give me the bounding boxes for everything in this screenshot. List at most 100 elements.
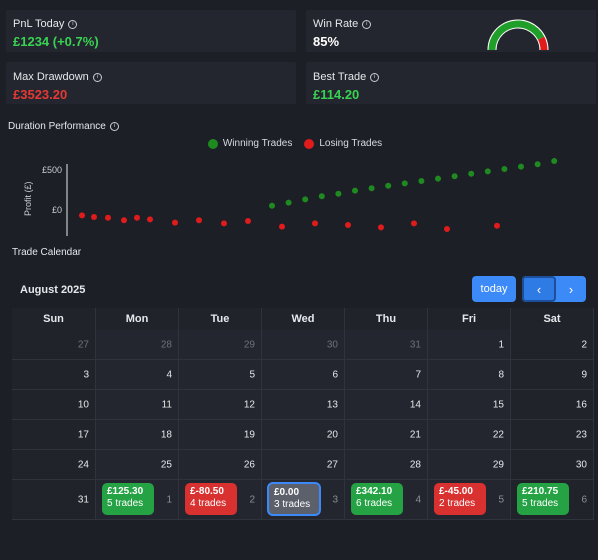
winning-trade-point[interactable] — [451, 173, 458, 180]
winning-trade-point[interactable] — [302, 196, 309, 203]
duration-title-text: Duration Performance — [8, 121, 106, 132]
calendar-day-cell[interactable]: 7 — [345, 360, 428, 390]
winning-trade-point[interactable] — [435, 175, 441, 182]
winning-trade-point[interactable] — [468, 170, 475, 177]
calendar-day-cell[interactable]: 5 — [179, 360, 262, 390]
trade-amount: £-80.50 — [190, 486, 224, 497]
calendar-day-cell[interactable]: 27 — [262, 450, 345, 480]
calendar-day-cell[interactable]: £-80.50 4 trades 2 — [179, 480, 262, 520]
losing-trade-point[interactable] — [411, 220, 417, 227]
calendar-day-cell[interactable]: £342.10 6 trades 4 — [345, 480, 428, 520]
winning-trade-point[interactable] — [335, 190, 342, 197]
calendar-day-cell[interactable]: 21 — [345, 420, 428, 450]
info-icon[interactable]: i — [362, 19, 372, 29]
calendar-day-cell[interactable]: 25 — [96, 450, 179, 480]
win-rate-label: Win Rate i — [313, 18, 372, 30]
trade-summary-pill[interactable]: £-80.50 4 trades — [185, 483, 237, 515]
info-icon[interactable]: i — [370, 72, 380, 82]
calendar-day-cell[interactable]: 12 — [179, 390, 262, 420]
losing-trade-point[interactable] — [378, 224, 384, 231]
calendar-day-cell[interactable]: 29 — [428, 450, 511, 480]
calendar-day-cell[interactable]: 31 — [12, 480, 96, 520]
losing-trade-point[interactable] — [494, 222, 500, 229]
prev-month-button[interactable]: ‹ — [522, 276, 556, 302]
losing-trade-point[interactable] — [345, 222, 351, 228]
calendar-day-cell[interactable]: 20 — [262, 420, 345, 450]
winning-trade-point[interactable] — [484, 168, 491, 175]
calendar-day-cell[interactable]: 19 — [179, 420, 262, 450]
calendar-day-cell[interactable]: 22 — [428, 420, 511, 450]
winning-trade-point[interactable] — [534, 161, 541, 168]
winning-trade-point[interactable] — [368, 185, 375, 192]
calendar-day-cell[interactable]: 31 — [345, 330, 428, 360]
calendar-day-cell[interactable]: 10 — [12, 390, 96, 420]
losing-trade-point[interactable] — [134, 214, 140, 221]
calendar-day-cell[interactable]: £210.75 5 trades 6 — [511, 480, 594, 520]
calendar-day-cell[interactable]: 26 — [179, 450, 262, 480]
losing-trade-point[interactable] — [105, 214, 111, 221]
trade-summary-pill[interactable]: £342.10 6 trades — [351, 483, 403, 515]
winning-trade-point[interactable] — [269, 202, 275, 209]
next-month-button[interactable]: › — [556, 276, 586, 302]
calendar-day-cell[interactable]: 16 — [511, 390, 594, 420]
winning-trade-point[interactable] — [418, 178, 425, 184]
calendar-day-cell[interactable]: 8 — [428, 360, 511, 390]
losing-trade-point[interactable] — [91, 214, 97, 220]
info-icon[interactable]: i — [92, 72, 102, 82]
calendar-day-cell[interactable]: 15 — [428, 390, 511, 420]
calendar-day-cell[interactable]: 30 — [262, 330, 345, 360]
calendar-day-cell[interactable]: 6 — [262, 360, 345, 390]
losing-trade-point[interactable] — [444, 226, 450, 232]
calendar-day-cell[interactable]: 17 — [12, 420, 96, 450]
calendar-day-cell[interactable]: 13 — [262, 390, 345, 420]
winning-trade-point[interactable] — [501, 166, 508, 172]
winning-trade-point[interactable] — [401, 180, 408, 187]
winning-trade-point[interactable] — [285, 199, 292, 206]
losing-trade-point[interactable] — [196, 217, 202, 224]
calendar-day-cell[interactable]: 1 — [428, 330, 511, 360]
trade-count: 2 trades — [439, 498, 476, 509]
calendar-day-cell[interactable]: 23 — [511, 420, 594, 450]
calendar-day-cell[interactable]: 4 — [96, 360, 179, 390]
duration-performance-title: Duration Performance i — [8, 121, 119, 132]
legend-losing[interactable]: Losing Trades — [304, 138, 382, 149]
winning-trade-point[interactable] — [352, 187, 358, 194]
trade-summary-pill[interactable]: £0.00 3 trades — [268, 483, 320, 515]
winning-trade-point[interactable] — [551, 158, 558, 164]
calendar-day-cell[interactable]: 3 — [12, 360, 96, 390]
losing-trade-point[interactable] — [312, 220, 318, 227]
calendar-day-cell[interactable]: 18 — [96, 420, 179, 450]
trade-summary-pill[interactable]: £125.30 5 trades — [102, 483, 154, 515]
info-icon[interactable]: i — [68, 19, 78, 29]
legend-winning[interactable]: Winning Trades — [207, 138, 292, 149]
today-button[interactable]: today — [472, 276, 516, 302]
trade-summary-pill[interactable]: £210.75 5 trades — [517, 483, 569, 515]
day-number: 13 — [326, 399, 338, 410]
info-icon[interactable]: i — [109, 122, 119, 131]
losing-trade-point[interactable] — [172, 219, 178, 226]
best-trade-value: £114.20 — [313, 87, 360, 102]
losing-trade-point[interactable] — [79, 212, 85, 219]
losing-trade-point[interactable] — [221, 220, 227, 227]
losing-trade-point[interactable] — [245, 218, 251, 224]
winning-trade-point[interactable] — [385, 182, 392, 189]
calendar-day-cell[interactable]: 2 — [511, 330, 594, 360]
winning-trade-point[interactable] — [518, 163, 524, 170]
calendar-day-cell[interactable]: 9 — [511, 360, 594, 390]
losing-trade-point[interactable] — [279, 223, 285, 230]
calendar-day-cell[interactable]: 24 — [12, 450, 96, 480]
calendar-day-cell[interactable]: 14 — [345, 390, 428, 420]
calendar-day-cell[interactable]: 28 — [96, 330, 179, 360]
losing-trade-point[interactable] — [147, 216, 153, 223]
calendar-day-cell[interactable]: 27 — [12, 330, 96, 360]
losing-trade-point[interactable] — [121, 217, 127, 224]
calendar-day-cell[interactable]: 30 — [511, 450, 594, 480]
calendar-day-cell[interactable]: £125.30 5 trades 1 — [96, 480, 179, 520]
calendar-day-cell[interactable]: 29 — [179, 330, 262, 360]
calendar-day-cell[interactable]: 11 — [96, 390, 179, 420]
calendar-day-cell[interactable]: 28 — [345, 450, 428, 480]
calendar-day-cell[interactable]: £0.00 3 trades 3 — [262, 480, 345, 520]
winning-trade-point[interactable] — [318, 193, 325, 200]
trade-summary-pill[interactable]: £-45.00 2 trades — [434, 483, 486, 515]
calendar-day-cell[interactable]: £-45.00 2 trades 5 — [428, 480, 511, 520]
